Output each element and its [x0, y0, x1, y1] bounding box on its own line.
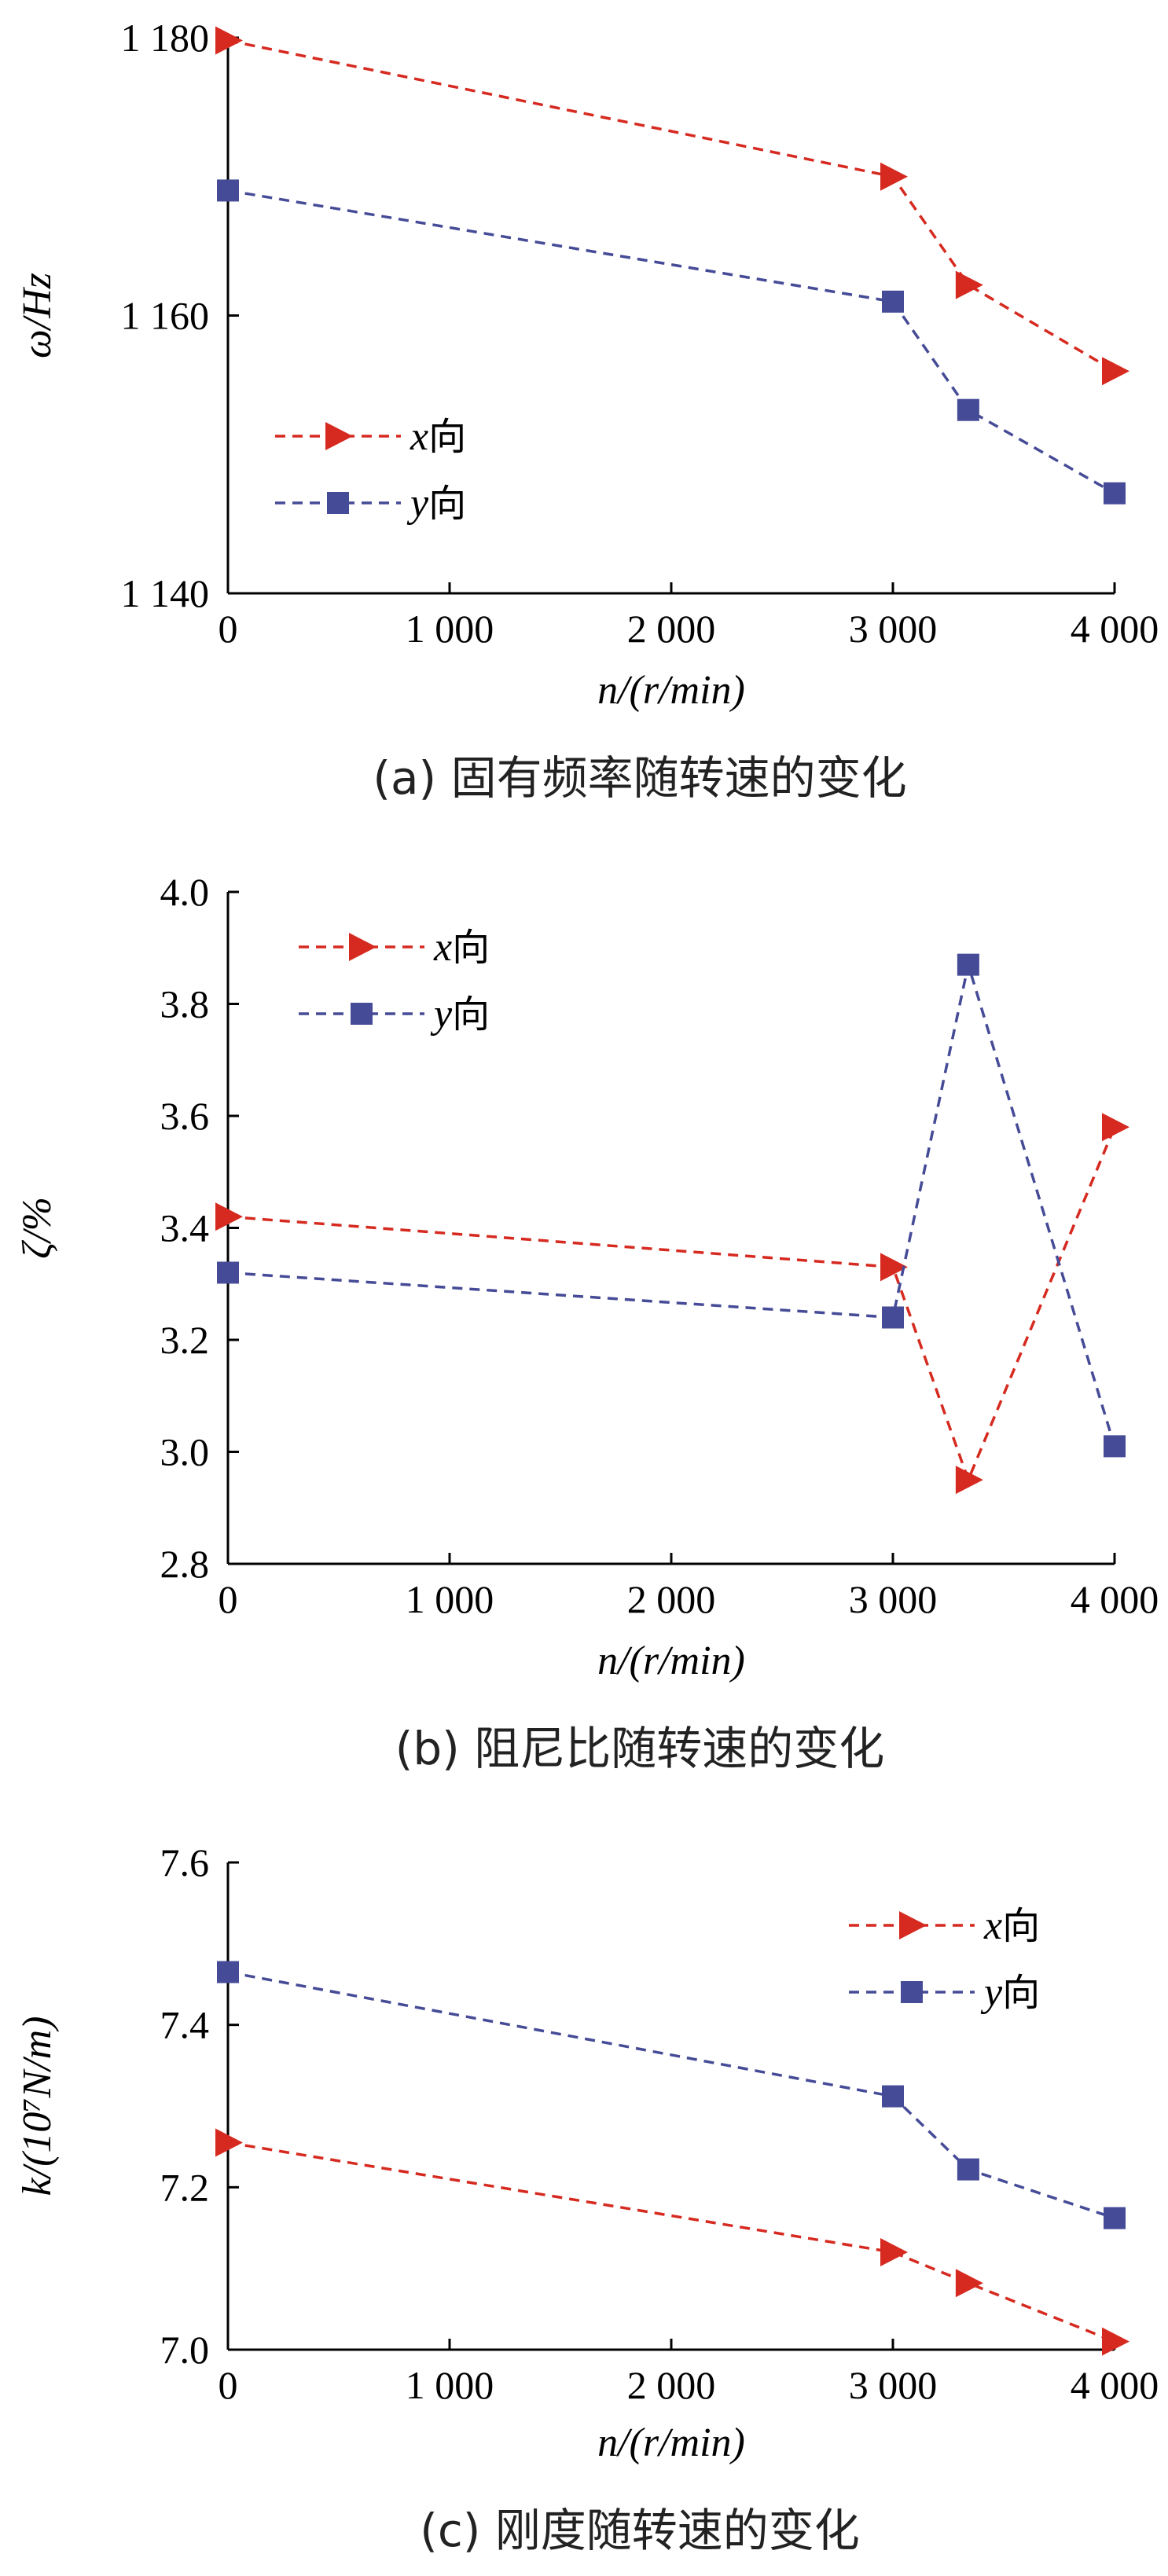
chart-panel-1: 0 1 000 2 000 3 000 4 000 1 140 1 160 1 180 n/(r…: [15, 16, 1159, 805]
y-axis-title: ω/Hz: [15, 273, 60, 358]
data-point: [955, 1466, 983, 1495]
x-tick-label: 0: [219, 607, 238, 651]
data-point: [1104, 1435, 1126, 1458]
y-tick-label: 1 160: [121, 294, 210, 338]
y-tick-label: 2.8: [160, 1542, 210, 1586]
data-point: [215, 2128, 243, 2157]
x-tick-label: 4 000: [1071, 1577, 1159, 1621]
legend-marker: [349, 933, 376, 961]
y-axis-title: k/(10⁷N/m): [15, 2016, 60, 2196]
data-point: [957, 398, 979, 421]
y-tick-label: 7.6: [160, 1840, 210, 1884]
x-tick-label: 3 000: [849, 1577, 938, 1621]
legend-label: y向: [430, 992, 490, 1037]
series-line: [227, 2141, 1115, 2343]
series-line: [227, 39, 1115, 372]
x-tick-label: 2 000: [627, 1577, 716, 1621]
y-tick-label: 3.0: [160, 1430, 210, 1474]
y-tick-label: 1 180: [121, 16, 210, 60]
data-point: [1104, 2207, 1126, 2229]
y-tick-label: 3.6: [160, 1094, 210, 1138]
legend-marker: [901, 1981, 923, 2003]
data-point: [217, 1261, 239, 1284]
data-point: [880, 162, 908, 191]
legend-label: y向: [406, 481, 466, 526]
legend-marker: [899, 1911, 927, 1939]
series-line: [227, 964, 1116, 1447]
y-tick-label: 3.8: [160, 982, 210, 1026]
data-point: [1102, 2327, 1129, 2356]
series-1: [215, 26, 1129, 386]
legend: x向 y向: [275, 414, 466, 526]
x-axis-title: n/(r/min): [597, 668, 745, 713]
data-point: [957, 2158, 979, 2181]
series-2: [217, 953, 1126, 1458]
y-tick-label: 1 140: [121, 571, 210, 615]
data-point: [215, 26, 243, 55]
y-tick-label: 7.0: [160, 2328, 210, 2372]
series-2: [217, 179, 1126, 505]
x-tick-label: 4 000: [1071, 607, 1159, 651]
series-2: [217, 1961, 1126, 2229]
series-line: [227, 1970, 1115, 2220]
y-tick-label: 3.4: [160, 1206, 210, 1250]
legend-label: x向: [983, 1903, 1040, 1948]
chart-caption: (c) 刚度随转速的变化: [420, 2504, 860, 2557]
data-point: [217, 179, 239, 202]
x-tick-label: 3 000: [849, 607, 938, 651]
x-tick-label: 1 000: [406, 2363, 494, 2407]
chart-caption: (b) 阻尼比随转速的变化: [395, 1722, 885, 1775]
data-point: [880, 2238, 908, 2266]
x-axis-title: n/(r/min): [597, 2420, 745, 2465]
data-point: [882, 2085, 904, 2108]
legend-label: x向: [410, 414, 466, 459]
chart-panel-3: 0 1 000 2 000 3 000 4 000 7.0 7.2 7.4 7.6 n/(r/mi…: [15, 1840, 1159, 2557]
data-point: [955, 2269, 983, 2298]
data-point: [217, 1961, 239, 1983]
series-1: [215, 1113, 1129, 1495]
x-axis-title: n/(r/min): [597, 1638, 745, 1683]
y-tick-label: 4.0: [160, 870, 210, 914]
legend-marker: [351, 1003, 373, 1025]
legend-marker: [325, 422, 353, 450]
data-point: [957, 953, 979, 976]
legend: x向 y向: [849, 1903, 1040, 2015]
legend-label: y向: [980, 1970, 1040, 2015]
data-point: [882, 1306, 904, 1329]
data-point: [882, 290, 904, 313]
data-point: [880, 1253, 908, 1282]
y-axis-title: ζ/%: [15, 1197, 60, 1259]
data-point: [955, 270, 983, 299]
chart-caption: (a) 固有频率随转速的变化: [373, 751, 906, 805]
y-tick-label: 3.2: [160, 1318, 210, 1362]
series-line: [227, 189, 1115, 495]
data-point: [1104, 482, 1126, 505]
legend-marker: [327, 492, 349, 514]
data-point: [1102, 357, 1129, 386]
legend: x向 y向: [299, 925, 490, 1037]
x-tick-label: 2 000: [627, 2363, 716, 2407]
y-tick-label: 7.4: [160, 2003, 210, 2047]
x-tick-label: 2 000: [627, 607, 716, 651]
y-tick-label: 7.2: [160, 2165, 210, 2209]
x-tick-label: 4 000: [1071, 2363, 1159, 2407]
legend-label: x向: [433, 925, 490, 970]
chart-panel-2: 0 1 000 2 000 3 000 4 000 2.8 3.0 3.2 3.4 3.6 3.8 4…: [15, 870, 1159, 1775]
data-point: [1102, 1113, 1129, 1142]
series-line: [227, 1126, 1116, 1484]
x-tick-label: 1 000: [406, 607, 494, 651]
x-tick-label: 1 000: [406, 1577, 494, 1621]
data-point: [215, 1202, 243, 1231]
series-1: [215, 2128, 1129, 2356]
x-tick-label: 0: [219, 1577, 238, 1621]
x-tick-label: 3 000: [849, 2363, 938, 2407]
x-tick-label: 0: [219, 2363, 238, 2407]
